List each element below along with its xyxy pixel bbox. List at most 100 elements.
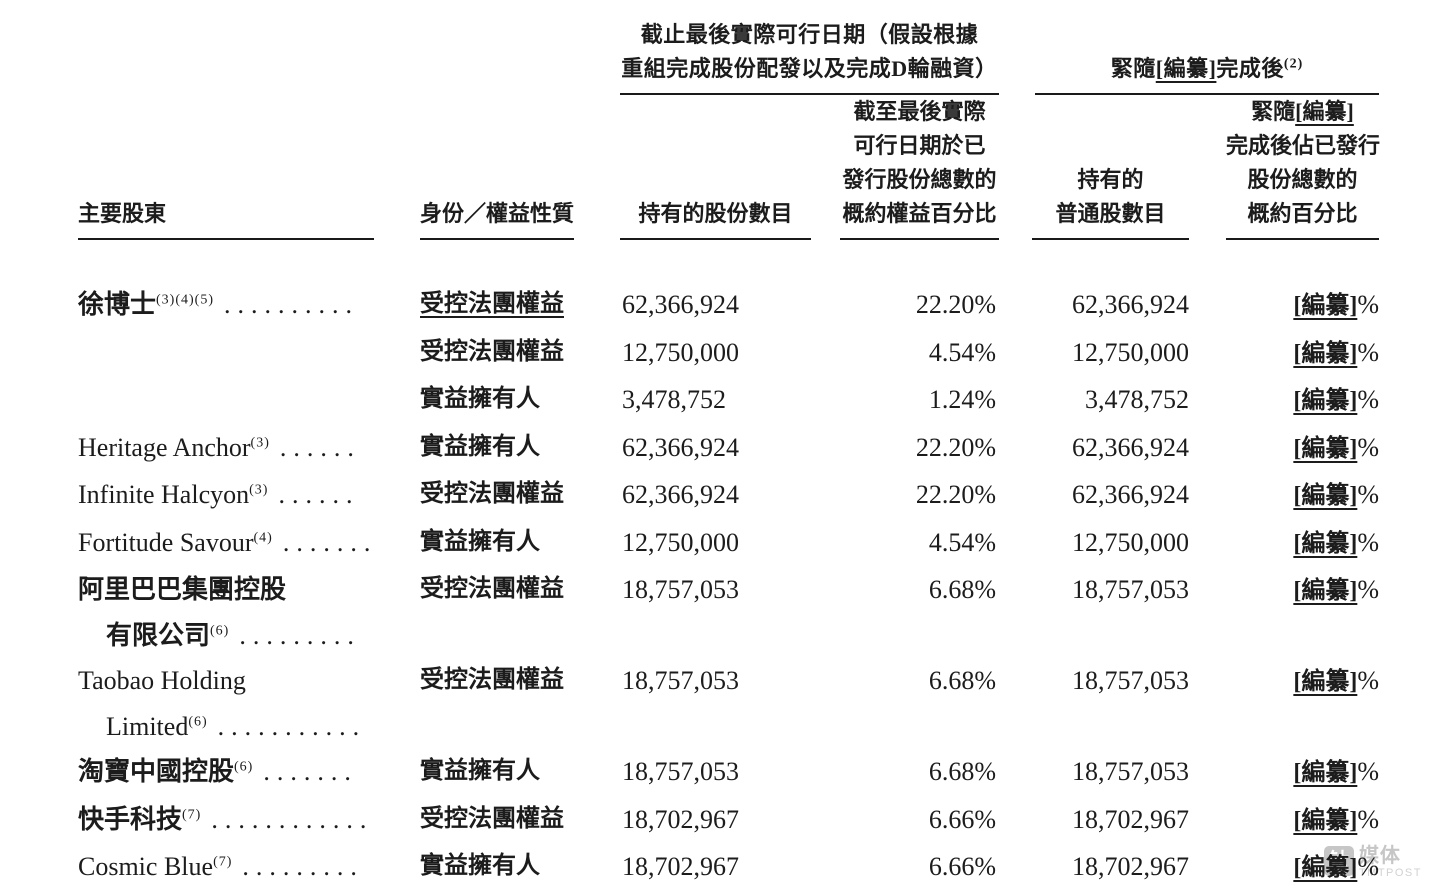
footnote-ref: (7) [182,806,202,822]
shares-cell: 18,757,053 [622,757,739,786]
col-header-shareholder: 主要股東 [78,95,412,240]
pct-cell: 1.24% [928,385,996,414]
table-row: Taobao Holding Limited(6)........... 受控法… [78,658,1379,749]
shares-cell: 3,478,752 [622,385,726,414]
shareholder-name-line1: 阿里巴巴集團控股 [78,575,287,604]
capacity-cell: 受控法團權益 [412,282,620,330]
redacted-label: [編纂] [1293,760,1358,786]
pct-cell: 6.68% [928,757,996,786]
table-row: Infinite Halcyon(3)...... 受控法團權益 62,366,… [78,472,1379,520]
capacity-cell: 實益擁有人 [412,377,620,425]
group-header-line2: 重組完成股份配發以及完成D輪融資） [621,56,998,81]
percent-sign: % [1357,575,1379,604]
dot-leader: ....... [282,527,378,557]
table-group-header-row: 截止最後實際可行日期（假設根據 重組完成股份配發以及完成D輪融資） 緊隨[編纂]… [78,0,1379,95]
watermark-brand-text: 媒体 [1358,845,1401,867]
percent-sign: % [1357,480,1379,509]
shareholder-name: Fortitude Savour [78,527,254,557]
redacted-label: [編纂] [1293,530,1358,557]
redacted-label: [編纂] [1293,293,1358,319]
table-row: 受控法團權益 12,750,000 4.54% 12,750,000 [編纂]% [78,330,1379,378]
shareholder-name: Heritage Anchor [78,432,251,462]
redacted-label: [編纂] [1155,56,1217,81]
shareholder-cell: 快手科技(7)............ [78,797,412,845]
header-pre-text: 緊隨 [1251,99,1296,124]
dot-leader: ............ [211,804,374,834]
group-underline [1035,93,1379,95]
pct-cell: 6.68% [928,575,996,604]
col-header-label: 持有的股份數目 [638,201,793,226]
col-header-pct-of-issued: 截至最後實際 可行日期於已 發行股份總數的 概約權益百分比 [811,95,999,240]
column-underline [840,238,999,240]
col-header-line: 概約權益百分比 [842,201,997,226]
footnote-ref: (6) [234,759,254,775]
redacted-label: [編纂] [1293,855,1358,881]
pct-cell: 4.54% [928,527,996,557]
capacity-text: 受控法團權益 [420,667,564,693]
footnote-ref: (6) [188,713,208,729]
col-header-line: 持有的 [1077,167,1144,192]
capacity-cell: 受控法團權益 [412,658,620,749]
post-pct-cell: [編纂]% [1189,844,1379,892]
shareholder-cell: Taobao Holding Limited(6)........... [78,658,412,749]
group-header-post-completion: 緊隨[編纂]完成後(2) [1035,52,1379,95]
shares-cell: 18,702,967 [622,804,739,834]
redacted-label: [編纂] [1293,483,1358,509]
pct-cell: 22.20% [915,480,996,509]
column-underline [420,238,574,240]
capacity-text: 實益擁有人 [420,386,540,412]
percent-sign: % [1357,804,1379,834]
ordinary-shares-cell: 18,702,967 [1072,804,1189,834]
dot-leader: ......... [242,852,364,881]
dot-leader: ...... [279,432,361,462]
group2-pre-text: 緊隨 [1110,56,1156,81]
col-header-capacity: 身份／權益性質 [412,95,620,240]
capacity-cell: 實益擁有人 [412,520,620,568]
capacity-text: 受控法團權益 [420,291,564,317]
col-header-line: 緊隨[編纂] [1226,95,1379,129]
shareholder-cell: 淘寶中國控股(6)....... [78,749,412,797]
shares-cell: 12,750,000 [622,527,739,557]
ordinary-shares-cell: 18,757,053 [1072,575,1189,604]
shareholder-name: 淘寶中國控股 [78,757,235,786]
capacity-text: 實益擁有人 [420,433,540,460]
redacted-label: [編纂] [1293,578,1358,604]
col-header-line: 發行股份總數的 [842,167,997,192]
group2-post-text: 完成後 [1216,56,1284,81]
column-underline [78,238,374,240]
capacity-text: 受控法團權益 [420,805,564,832]
table-row: Cosmic Blue(7)......... 實益擁有人 18,702,967… [78,844,1379,892]
col-header-line: 完成後佔已發行 [1226,133,1381,158]
ordinary-shares-cell: 18,757,053 [1072,757,1189,786]
col-header-line: 可行日期於已 [853,133,986,158]
pct-cell: 6.66% [928,852,996,881]
footnote-ref: (3) [249,482,269,498]
percent-sign: % [1357,337,1379,367]
post-pct-cell: [編纂]% [1189,472,1379,520]
post-pct-cell: [編纂]% [1189,425,1379,473]
shareholder-cell [78,377,412,425]
table-body: 徐博士(3)(4)(5).......... 受控法團權益 62,366,924… [78,282,1379,892]
footnote-ref: (7) [213,854,233,870]
table-row: 徐博士(3)(4)(5).......... 受控法團權益 62,366,924… [78,282,1379,330]
col-header-line: 截至最後實際 [853,99,986,124]
watermark-subtitle-text: TMTPOST [1358,867,1422,879]
col-header-label: 主要股東 [78,201,167,226]
capacity-text: 受控法團權益 [420,338,564,365]
shares-cell: 12,750,000 [622,337,739,367]
shares-cell: 62,366,924 [622,480,739,509]
col-header-post-completion-pct: 緊隨[編纂] 完成後佔已發行 股份總數的 概約百分比 [1189,95,1381,240]
percent-sign: % [1357,666,1379,695]
percent-sign: % [1357,290,1379,319]
shareholder-cell: Fortitude Savour(4)....... [78,520,412,568]
shares-cell: 18,757,053 [622,666,739,695]
redacted-label: [編纂] [1293,807,1358,834]
shareholder-name: 快手科技 [78,804,183,834]
tmtpost-watermark: 钛 媒体 TMTPOST [1323,845,1422,880]
table-row: Fortitude Savour(4)....... 實益擁有人 12,750,… [78,520,1379,568]
footnote-ref: (6) [210,622,230,638]
percent-sign: % [1357,852,1379,881]
column-underline [1226,238,1379,240]
percent-sign: % [1357,432,1379,462]
ordinary-shares-cell: 12,750,000 [1072,527,1189,557]
